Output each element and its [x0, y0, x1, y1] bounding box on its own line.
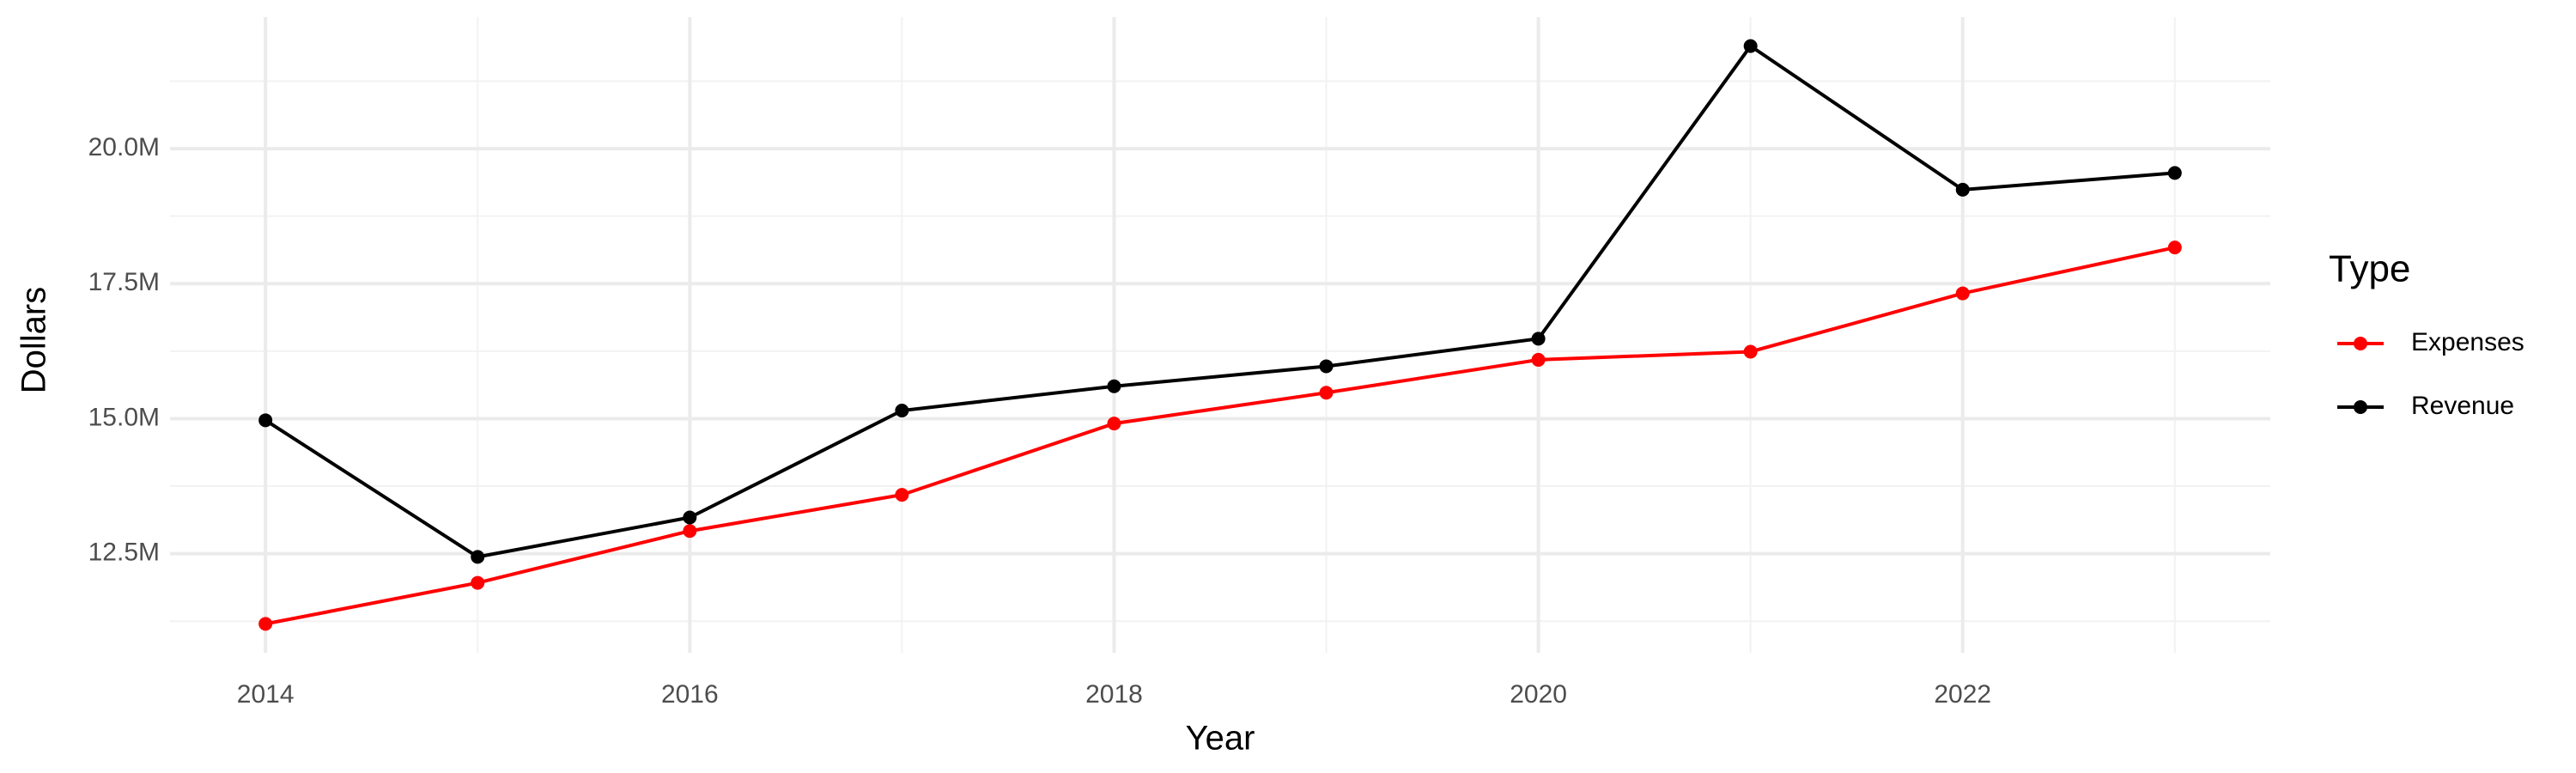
y-tick-label: 15.0M: [88, 403, 160, 431]
legend-label: Revenue: [2411, 392, 2514, 420]
data-point: [471, 550, 485, 564]
legend-key-point: [2354, 400, 2367, 414]
legend-key-point: [2354, 337, 2367, 350]
data-point: [1531, 352, 1546, 367]
data-point: [2167, 166, 2182, 180]
data-point: [1531, 332, 1546, 346]
x-tick-label: 2020: [1510, 680, 1567, 709]
data-point: [683, 524, 697, 539]
data-point: [258, 413, 273, 428]
data-point: [1743, 344, 1758, 359]
data-point: [1743, 39, 1758, 53]
legend-title: Type: [2329, 248, 2410, 290]
y-tick-label: 17.5M: [88, 268, 160, 296]
x-tick-label: 2016: [661, 680, 719, 709]
data-point: [683, 510, 697, 525]
data-point: [258, 617, 273, 631]
x-tick-label: 2014: [237, 680, 295, 709]
data-point: [1955, 286, 1970, 301]
data-point: [1107, 417, 1121, 431]
series-line: [264, 43, 2175, 559]
x-tick-label: 2018: [1085, 680, 1143, 709]
x-tick-label: 2022: [1934, 680, 1991, 709]
data-point: [2167, 240, 2182, 255]
data-point: [1319, 359, 1334, 374]
legend-label: Expenses: [2411, 328, 2524, 356]
data-point: [895, 488, 909, 502]
data-point: [895, 404, 909, 418]
data-point: [1955, 182, 1970, 197]
data-point: [471, 575, 485, 590]
data-point: [1107, 379, 1121, 393]
y-tick-label: 20.0M: [88, 133, 160, 161]
data-point: [1319, 386, 1334, 400]
y-tick-label: 12.5M: [88, 539, 160, 567]
series-line: [264, 246, 2176, 626]
y-axis-title: Dollars: [15, 287, 53, 393]
x-axis-title: Year: [1186, 720, 1255, 758]
